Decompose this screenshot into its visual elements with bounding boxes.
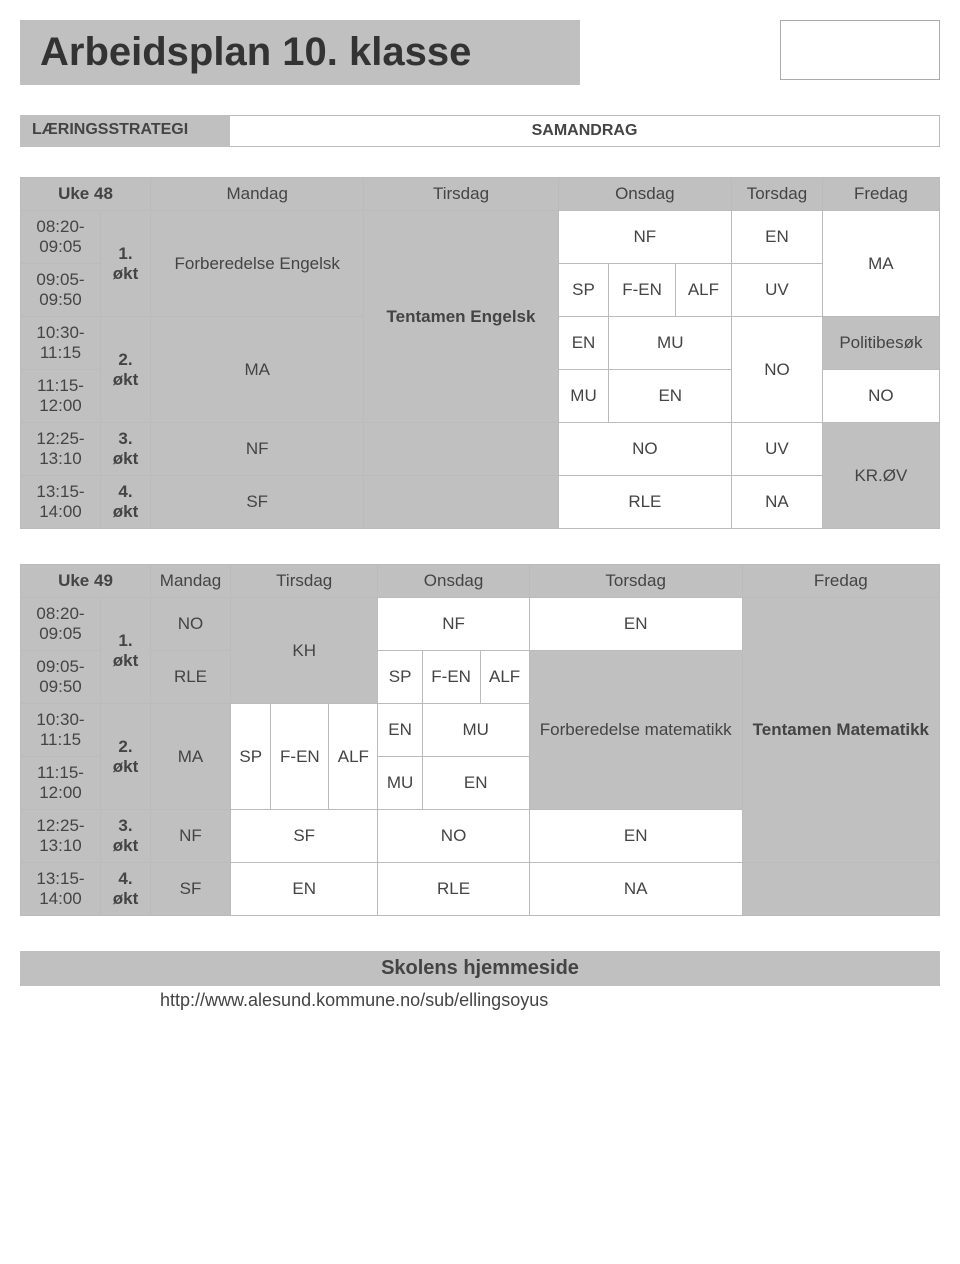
subject-cell: EN xyxy=(529,810,742,863)
subject-cell: UV xyxy=(732,264,823,317)
subject-cell: NF xyxy=(151,810,231,863)
time-cell: 13:15-14:00 xyxy=(21,476,101,529)
session-cell: 1. økt xyxy=(101,598,151,704)
session-cell: 4. økt xyxy=(101,476,151,529)
subject-cell: ALF xyxy=(329,704,378,810)
subject-cell: NF xyxy=(378,598,529,651)
subject-cell: RLE xyxy=(558,476,732,529)
footer-title: Skolens hjemmeside xyxy=(20,951,940,986)
day-tue: Tirsdag xyxy=(231,565,378,598)
week-label: Uke 49 xyxy=(21,565,151,598)
subject-cell: EN xyxy=(732,211,823,264)
session-cell: 1. økt xyxy=(101,211,151,317)
time-cell: 12:25-13:10 xyxy=(21,423,101,476)
subject-cell: NF xyxy=(558,211,732,264)
session-cell: 2. økt xyxy=(101,704,151,810)
subject-cell: Tentamen Engelsk xyxy=(364,211,558,423)
subject-cell: NF xyxy=(151,423,364,476)
subject-cell xyxy=(742,863,939,916)
day-mon: Mandag xyxy=(151,178,364,211)
subject-cell: KH xyxy=(231,598,378,704)
subject-cell xyxy=(364,423,558,476)
time-cell: 08:20-09:05 xyxy=(21,598,101,651)
week-label: Uke 48 xyxy=(21,178,151,211)
subject-cell: MU xyxy=(558,370,609,423)
subject-cell: NA xyxy=(529,863,742,916)
time-cell: 10:30-11:15 xyxy=(21,317,101,370)
subject-cell: KR.ØV xyxy=(822,423,939,529)
subject-cell: RLE xyxy=(151,651,231,704)
session-cell: 2. økt xyxy=(101,317,151,423)
subject-cell: SP xyxy=(558,264,609,317)
subject-cell: Politibesøk xyxy=(822,317,939,370)
day-thu: Torsdag xyxy=(732,178,823,211)
subject-cell: EN xyxy=(231,863,378,916)
subject-cell: UV xyxy=(732,423,823,476)
page-title: Arbeidsplan 10. klasse xyxy=(20,20,580,85)
subject-cell: NO xyxy=(822,370,939,423)
footer-url: http://www.alesund.kommune.no/sub/elling… xyxy=(20,986,940,1011)
day-mon: Mandag xyxy=(151,565,231,598)
subject-cell: ALF xyxy=(480,651,529,704)
subject-cell: EN xyxy=(609,370,732,423)
subject-cell: MA xyxy=(822,211,939,317)
session-cell: 3. økt xyxy=(101,810,151,863)
time-cell: 13:15-14:00 xyxy=(21,863,101,916)
subject-cell: Forberedelse matematikk xyxy=(529,651,742,810)
schedule-week-49: Uke 49 Mandag Tirsdag Onsdag Torsdag Fre… xyxy=(20,564,940,916)
time-cell: 10:30-11:15 xyxy=(21,704,101,757)
footer: Skolens hjemmeside http://www.alesund.ko… xyxy=(20,951,940,1011)
subject-cell: NO xyxy=(378,810,529,863)
subject-cell: SF xyxy=(231,810,378,863)
subject-cell: MA xyxy=(151,317,364,423)
day-tue: Tirsdag xyxy=(364,178,558,211)
day-fri: Fredag xyxy=(822,178,939,211)
subject-cell: NO xyxy=(732,317,823,423)
subject-cell: MU xyxy=(422,704,529,757)
subject-cell: NO xyxy=(558,423,732,476)
subject-cell: SP xyxy=(231,704,271,810)
subject-cell: NO xyxy=(151,598,231,651)
day-wed: Onsdag xyxy=(378,565,529,598)
subject-cell: EN xyxy=(558,317,609,370)
subject-cell xyxy=(364,476,558,529)
subject-cell: Tentamen Matematikk xyxy=(742,598,939,863)
subject-cell: Forberedelse Engelsk xyxy=(151,211,364,317)
strategy-label: LÆRINGSSTRATEGI xyxy=(20,115,230,147)
subject-cell: NA xyxy=(732,476,823,529)
time-cell: 09:05-09:50 xyxy=(21,651,101,704)
subject-cell: EN xyxy=(378,704,422,757)
subject-cell: SF xyxy=(151,863,231,916)
subject-cell: F-EN xyxy=(609,264,675,317)
session-cell: 4. økt xyxy=(101,863,151,916)
day-wed: Onsdag xyxy=(558,178,732,211)
time-cell: 11:15-12:00 xyxy=(21,370,101,423)
time-cell: 08:20-09:05 xyxy=(21,211,101,264)
subject-cell: F-EN xyxy=(422,651,480,704)
subject-cell: MU xyxy=(378,757,422,810)
time-cell: 11:15-12:00 xyxy=(21,757,101,810)
subject-cell: MU xyxy=(609,317,732,370)
title-blank-box xyxy=(780,20,940,80)
day-thu: Torsdag xyxy=(529,565,742,598)
subject-cell: SF xyxy=(151,476,364,529)
time-cell: 09:05-09:50 xyxy=(21,264,101,317)
subject-cell: F-EN xyxy=(271,704,329,810)
subject-cell: MA xyxy=(151,704,231,810)
subject-cell: EN xyxy=(529,598,742,651)
subject-cell: EN xyxy=(422,757,529,810)
session-cell: 3. økt xyxy=(101,423,151,476)
strategy-value: SAMANDRAG xyxy=(230,115,940,147)
subject-cell: SP xyxy=(378,651,422,704)
subject-cell: ALF xyxy=(675,264,731,317)
time-cell: 12:25-13:10 xyxy=(21,810,101,863)
schedule-week-48: Uke 48 Mandag Tirsdag Onsdag Torsdag Fre… xyxy=(20,177,940,529)
subject-cell: RLE xyxy=(378,863,529,916)
day-fri: Fredag xyxy=(742,565,939,598)
